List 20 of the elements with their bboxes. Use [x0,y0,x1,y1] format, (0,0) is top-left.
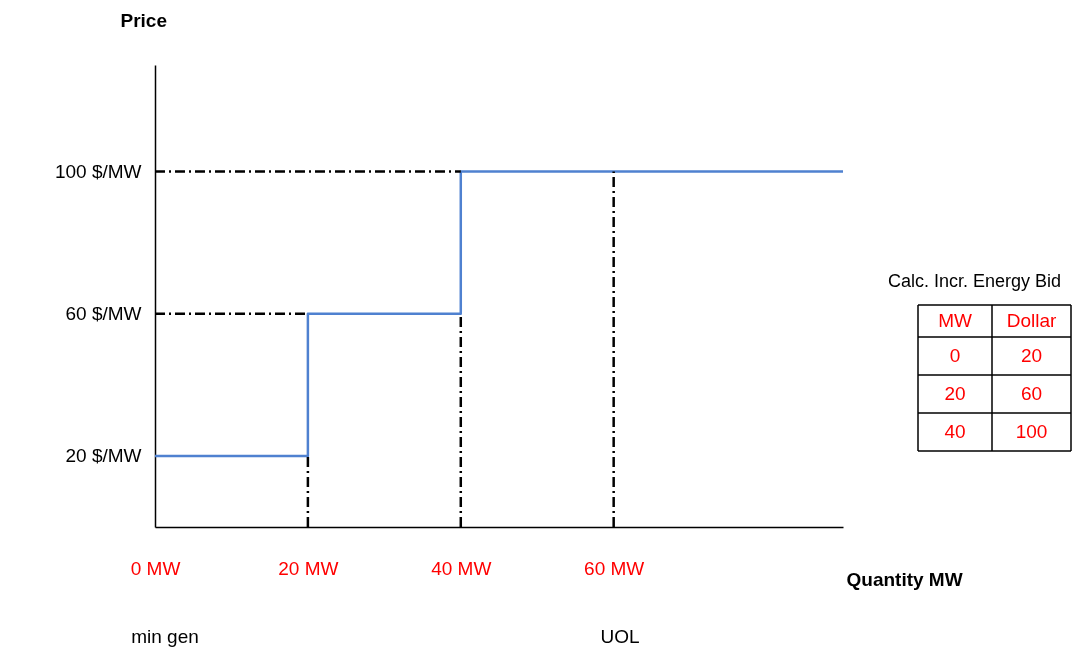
text: Dollar [1006,310,1057,331]
text: 0 [949,345,961,366]
text: Calc. Incr. Energy Bid [887,271,1062,291]
text: 20 [944,383,966,404]
text: 60 [1020,383,1043,404]
x-axis-title: Quantity MW [846,568,963,590]
text: MW [938,310,972,331]
x-tick-label: 0 MW [130,557,181,579]
text: 40 [944,421,966,442]
x-tick-label: 40 MW [431,557,492,579]
y-tick-label: 20 $/MW [65,445,142,467]
y-tick-label: 100 $/MW [54,161,142,183]
y-axis-title: Price [120,9,167,31]
x-tick-label: 60 MW [584,557,645,579]
text: 20 [1020,345,1043,366]
y-tick-label: 60 $/MW [65,303,142,325]
text: UOL [600,626,640,647]
text: min gen [131,626,199,647]
x-tick-label: 20 MW [278,557,339,579]
text: 100 [1015,421,1048,442]
